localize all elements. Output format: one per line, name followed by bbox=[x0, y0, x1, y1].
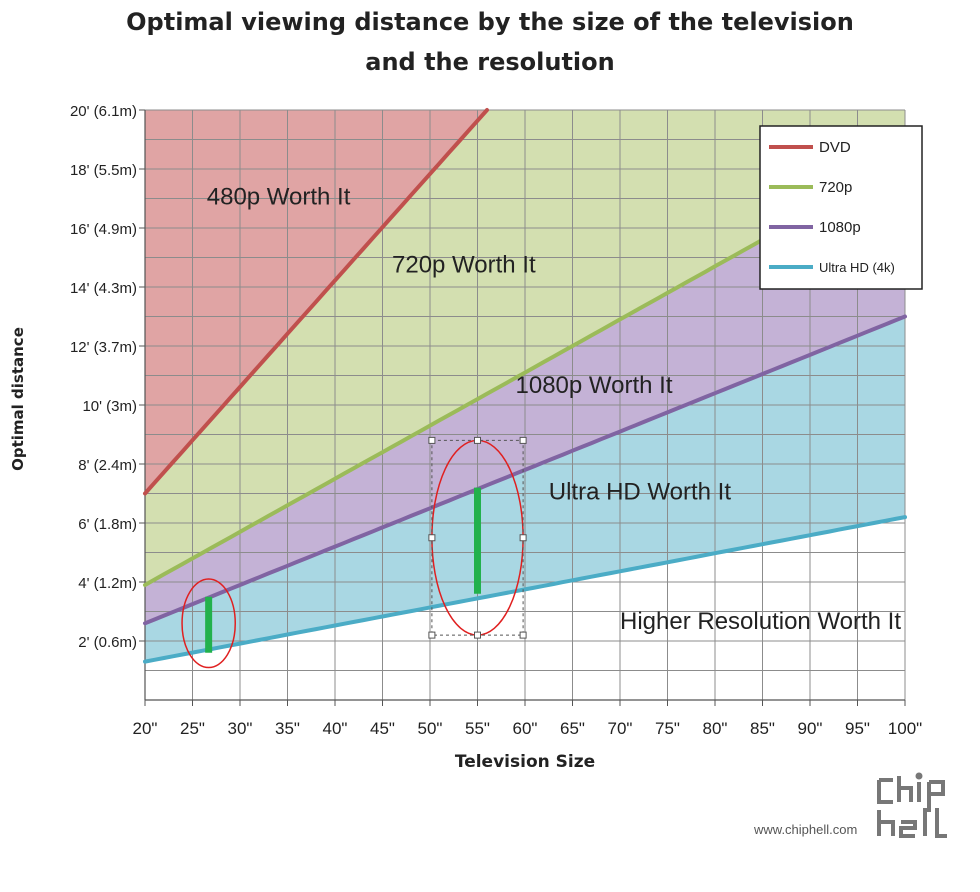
x-tick-label: 40" bbox=[323, 719, 348, 738]
x-tick-label: 85" bbox=[750, 719, 775, 738]
legend-box bbox=[759, 125, 923, 290]
x-axis-label: Television Size bbox=[454, 752, 596, 772]
chart-title-line2: and the resolution bbox=[365, 48, 615, 76]
y-tick-label: 6' (1.8m) bbox=[78, 516, 137, 533]
x-tick-label: 95" bbox=[845, 719, 870, 738]
selection-handle bbox=[519, 436, 527, 444]
selection-handle bbox=[474, 436, 481, 444]
legend-entry: DVD bbox=[819, 139, 851, 156]
y-tick-label: 18' (5.5m) bbox=[70, 162, 137, 179]
y-tick-label: 4' (1.2m) bbox=[78, 575, 137, 592]
x-tick-label: 35" bbox=[275, 719, 300, 738]
y-tick-label: 10' (3m) bbox=[82, 398, 137, 415]
selection-handle bbox=[428, 436, 436, 444]
y-tick-label: 2' (0.6m) bbox=[78, 634, 137, 651]
x-tick-label: 25" bbox=[180, 719, 205, 738]
selection-handle bbox=[519, 534, 527, 542]
watermark-url: www.chiphell.com bbox=[754, 822, 858, 837]
y-tick-label: 14' (4.3m) bbox=[70, 280, 137, 297]
ultra-hd-line bbox=[143, 515, 907, 664]
dvd-line bbox=[143, 108, 489, 496]
y-tick-label: 8' (2.4m) bbox=[78, 457, 137, 474]
selection-handle bbox=[428, 534, 436, 542]
region-label-2: 720p Worth It bbox=[392, 251, 536, 278]
chart-title: Optimal viewing distance by the size of … bbox=[126, 8, 854, 36]
1080p-line bbox=[143, 314, 907, 626]
legend-entry: 1080p bbox=[819, 219, 861, 236]
region-label-5: Higher Resolution Worth It bbox=[620, 608, 901, 635]
x-tick-label: 70" bbox=[608, 719, 633, 738]
y-tick-label: 12' (3.7m) bbox=[70, 339, 137, 356]
selection-box bbox=[428, 436, 527, 639]
highlight-ellipse bbox=[181, 578, 236, 669]
legend-entry: Ultra HD (4k) bbox=[819, 260, 895, 275]
x-tick-label: 55" bbox=[465, 719, 490, 738]
chiphell-logo-icon bbox=[877, 772, 947, 838]
y-axis-label: Optimal distance bbox=[9, 327, 27, 471]
x-tick-label: 90" bbox=[798, 719, 823, 738]
x-tick-label: 45" bbox=[370, 719, 395, 738]
y-tick-label: 20' (6.1m) bbox=[70, 103, 137, 120]
region-label-1: 480p Worth It bbox=[207, 183, 351, 210]
y-tick-label: 16' (4.9m) bbox=[70, 221, 137, 238]
x-tick-label: 50" bbox=[418, 719, 443, 738]
legend-entry: 720p bbox=[819, 179, 852, 196]
x-tick-label: 65" bbox=[560, 719, 585, 738]
legend: DVD 720p 1080p Ultra HD (4k) bbox=[759, 125, 923, 290]
x-tick-label: 20" bbox=[133, 719, 158, 738]
selection-handle bbox=[428, 631, 436, 639]
x-tick-label: 80" bbox=[703, 719, 728, 738]
x-tick-label: 100" bbox=[888, 719, 922, 738]
selection-handle bbox=[519, 631, 527, 639]
region-label-3: 1080p Worth It bbox=[516, 372, 673, 399]
region-label-4: Ultra HD Worth It bbox=[549, 478, 732, 505]
x-tick-label: 75" bbox=[655, 719, 680, 738]
x-tick-label: 60" bbox=[513, 719, 538, 738]
x-tick-label: 30" bbox=[228, 719, 253, 738]
selection-handle bbox=[474, 631, 481, 639]
